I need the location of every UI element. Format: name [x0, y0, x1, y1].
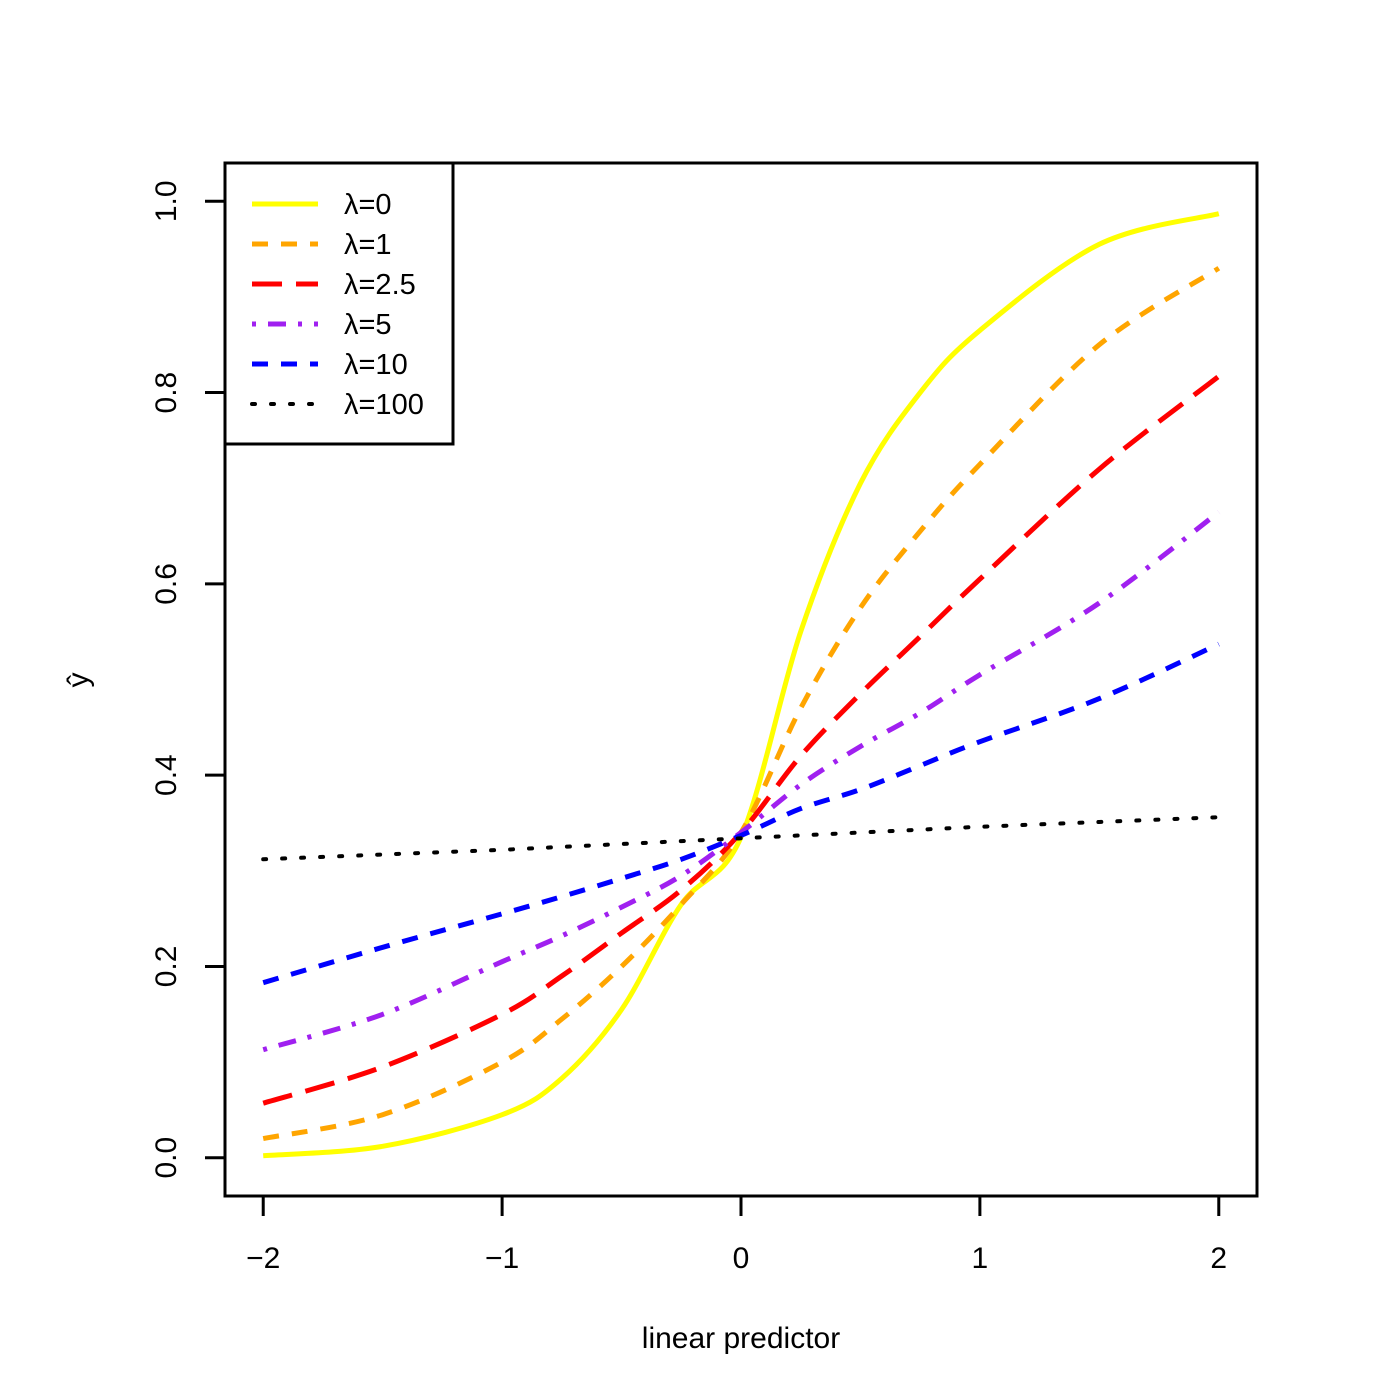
- plot-lines: [261, 211, 1221, 1159]
- y-tick-label: 0.2: [150, 946, 183, 988]
- x-tick-label: −2: [246, 1242, 280, 1275]
- y-tick-label: 1.0: [150, 180, 183, 222]
- x-axis-label: linear predictor: [642, 1322, 840, 1355]
- legend-box: [223, 161, 455, 446]
- legend-label--10: λ=10: [344, 349, 408, 381]
- series-line--5: [262, 510, 1221, 1053]
- legend: λ=0 λ=1 λ=2.5 λ=5 λ=10 λ=100: [223, 161, 455, 446]
- series-line--100: [261, 815, 1221, 862]
- x-tick-label: 0: [733, 1242, 750, 1275]
- y-tick-label: 0.8: [150, 372, 183, 414]
- y-axis-label: ŷ: [62, 673, 95, 688]
- y-tick-label: 0.4: [150, 754, 183, 796]
- legend-label--2-5: λ=2.5: [344, 269, 416, 301]
- legend-label--1: λ=1: [344, 229, 392, 261]
- x-tick-label: 2: [1210, 1242, 1227, 1275]
- series-line--1: [262, 266, 1221, 1142]
- series-line--0: [263, 211, 1220, 1159]
- y-tick-label: 0.0: [150, 1137, 183, 1179]
- legend-label--0: λ=0: [344, 189, 392, 221]
- legend-label--100: λ=100: [344, 389, 424, 421]
- legend-label--5: λ=5: [344, 309, 392, 341]
- x-tick-label: −1: [485, 1242, 519, 1275]
- series-line--10: [262, 641, 1220, 986]
- x-tick-label: 1: [972, 1242, 989, 1275]
- y-tick-label: 0.6: [150, 563, 183, 605]
- series-line--2-5: [262, 374, 1221, 1106]
- x-axis: −2 −1 0 1 2: [246, 1194, 1227, 1275]
